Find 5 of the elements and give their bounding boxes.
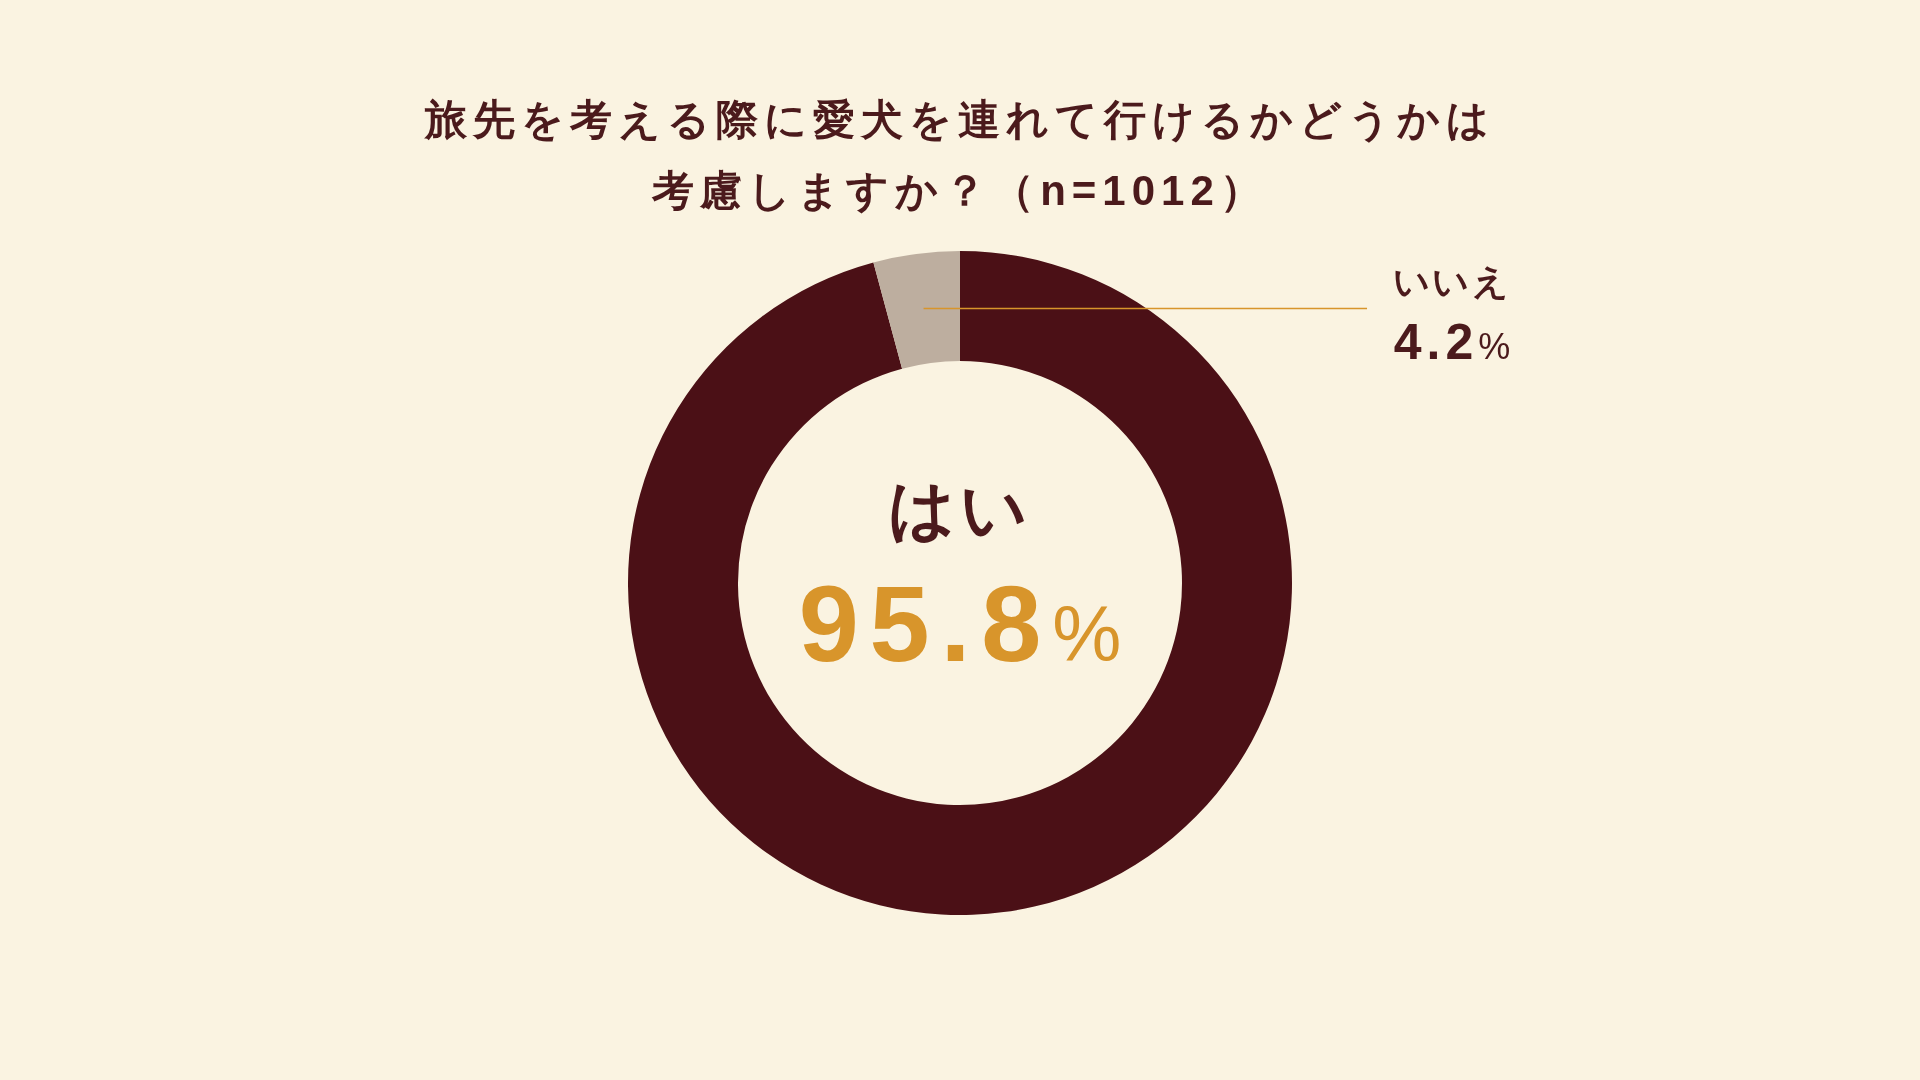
data-label: 4.2% bbox=[1393, 314, 1511, 371]
slice-label: いいえ bbox=[1393, 261, 1511, 303]
data-label: 95.8% bbox=[798, 562, 1122, 684]
chart-title: 旅先を考える際に愛犬を連れて行けるかどうかは考慮しますか？（n=1012） bbox=[423, 95, 1496, 216]
slice-label: はい bbox=[888, 472, 1032, 547]
